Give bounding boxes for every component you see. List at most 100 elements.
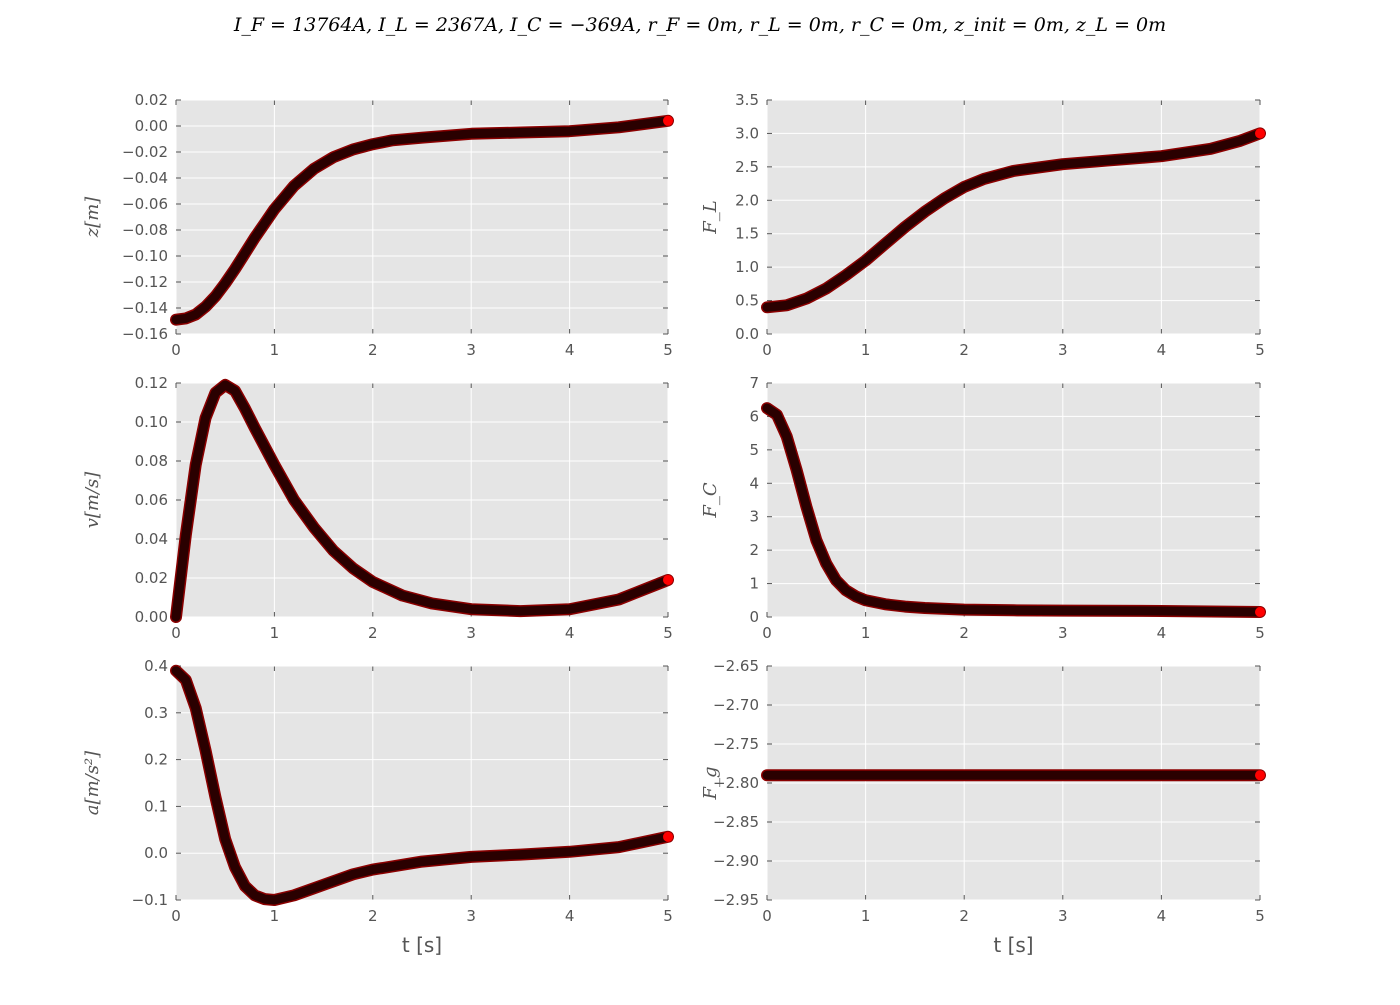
subplot-2: 0 1 2 3 4 5 3.5 3.0 2.5 2.0 1.5 1.0 0.5 0.0 F_L: [700, 91, 1266, 359]
plot-background: [767, 100, 1260, 334]
x-tick-label: 0: [171, 624, 181, 642]
y-axis-label: z[m]: [82, 196, 103, 239]
y-tick-label: 1.0: [735, 258, 759, 276]
x-tick-label: 2: [959, 907, 969, 925]
y-tick-label: 3.5: [735, 91, 759, 109]
series-line: [171, 380, 673, 622]
y-tick-label: −2.80: [713, 774, 759, 792]
x-tick-label: 4: [565, 341, 575, 359]
x-axis-label: t [s]: [993, 933, 1033, 957]
series-line: [171, 116, 673, 325]
series-end-point: [1255, 770, 1265, 781]
x-tick-label: 5: [663, 907, 673, 925]
y-tick-label: 0.0: [735, 325, 759, 343]
x-tick-label: 2: [368, 341, 378, 359]
x-tick-label: 4: [1157, 907, 1167, 925]
y-tick-label: 0.00: [135, 608, 168, 626]
x-axis-label: t [s]: [402, 933, 442, 957]
y-tick-label: 0.04: [135, 530, 168, 548]
x-tick-label: 5: [1255, 624, 1265, 642]
plot-background: [767, 383, 1260, 617]
x-tick-label: 3: [466, 624, 476, 642]
series-line: [762, 128, 1265, 312]
x-tick-label: 2: [959, 624, 969, 642]
x-tick-label: 3: [466, 341, 476, 359]
x-tick-label: 4: [565, 907, 575, 925]
x-tick-label: 1: [861, 341, 871, 359]
y-tick-label: 3: [749, 508, 759, 526]
y-tick-label: −0.12: [122, 273, 168, 291]
x-tick-label: 0: [171, 341, 181, 359]
y-tick-label: 0.02: [135, 569, 168, 587]
x-tick-label: 1: [270, 907, 280, 925]
y-tick-label: 0.10: [135, 413, 168, 431]
y-tick-label: 0: [749, 608, 759, 626]
y-tick-label: 7: [749, 374, 759, 392]
y-tick-label: 0.2: [144, 751, 168, 769]
x-tick-label: 1: [861, 907, 871, 925]
y-tick-label: 2.5: [735, 158, 759, 176]
series-end-point: [663, 574, 673, 585]
y-tick-label: 5: [749, 441, 759, 459]
y-tick-label: 0.00: [135, 117, 168, 135]
x-tick-label: 4: [1157, 624, 1167, 642]
y-tick-label: 2: [749, 541, 759, 559]
y-tick-label: 0.06: [135, 491, 168, 509]
y-tick-label: −0.04: [122, 169, 168, 187]
y-tick-label: −0.10: [122, 247, 168, 265]
y-tick-label: −0.02: [122, 143, 168, 161]
y-tick-label: −2.65: [713, 657, 759, 675]
subplot-5: 0 1 2 3 4 5 0.4 0.3 0.2 0.1 0.0 −0.1 a[m/s²] t [s]: [82, 657, 674, 957]
series-end-point: [663, 831, 673, 842]
y-tick-label: 0.08: [135, 452, 168, 470]
x-tick-label: 0: [762, 624, 772, 642]
series-line: [171, 666, 673, 905]
y-tick-label: 0.0: [144, 844, 168, 862]
y-tick-label: 0.3: [144, 704, 168, 722]
x-tick-label: 4: [1157, 341, 1167, 359]
y-tick-label: −2.90: [713, 852, 759, 870]
x-tick-label: 4: [565, 624, 575, 642]
x-tick-label: 0: [762, 341, 772, 359]
x-tick-label: 1: [861, 624, 871, 642]
y-tick-label: −2.95: [713, 891, 759, 909]
y-tick-label: −0.08: [122, 221, 168, 239]
y-tick-label: 6: [749, 407, 759, 425]
y-tick-label: 0.1: [144, 797, 168, 815]
subplot-4: 0 1 2 3 4 5 7 6 5 4 3 2 1 0 F_C: [700, 374, 1266, 642]
subplot-1: 0 1 2 3 4 5 0.02 0.00 −0.02 −0.04 −0.06 −0.08 −0.10 −…: [82, 91, 674, 359]
y-tick-label: −0.06: [122, 195, 168, 213]
series-end-point: [1255, 128, 1265, 139]
y-axis-label: a[m/s²]: [82, 750, 103, 815]
y-tick-label: 0.02: [135, 91, 168, 109]
x-tick-label: 2: [368, 624, 378, 642]
y-axis-label: F_C: [700, 482, 721, 518]
y-axis-label: v[m/s]: [82, 471, 103, 529]
series-line: [762, 403, 1265, 617]
x-tick-label: 1: [270, 624, 280, 642]
y-tick-label: 1.5: [735, 225, 759, 243]
y-tick-label: −0.14: [122, 299, 168, 317]
y-tick-label: 2.0: [735, 191, 759, 209]
series-end-point: [663, 115, 673, 126]
figure-suptitle: I_F = 13764A, I_L = 2367A, I_C = −369A, …: [233, 14, 1167, 36]
subplot-6: 0 1 2 3 4 5 −2.65 −2.70 −2.75 −2.80 −2.85 −2.90 −2.9…: [700, 657, 1266, 957]
x-tick-label: 2: [959, 341, 969, 359]
x-tick-label: 0: [762, 907, 772, 925]
y-tick-label: 0.5: [735, 292, 759, 310]
x-tick-label: 2: [368, 907, 378, 925]
x-tick-label: 3: [1058, 907, 1068, 925]
y-tick-label: −0.1: [132, 891, 168, 909]
y-tick-label: −2.75: [713, 735, 759, 753]
subplot-3: 0 1 2 3 4 5 0.12 0.10 0.08 0.06 0.04 0.02 0.00 v[m/s]: [82, 374, 674, 642]
y-axis-label: F_g: [700, 766, 721, 800]
y-tick-label: 1: [749, 575, 759, 593]
x-tick-label: 3: [466, 907, 476, 925]
x-tick-label: 3: [1058, 341, 1068, 359]
x-tick-label: 5: [663, 341, 673, 359]
x-tick-label: 5: [1255, 907, 1265, 925]
y-tick-label: −2.85: [713, 813, 759, 831]
y-tick-label: 0.12: [135, 374, 168, 392]
